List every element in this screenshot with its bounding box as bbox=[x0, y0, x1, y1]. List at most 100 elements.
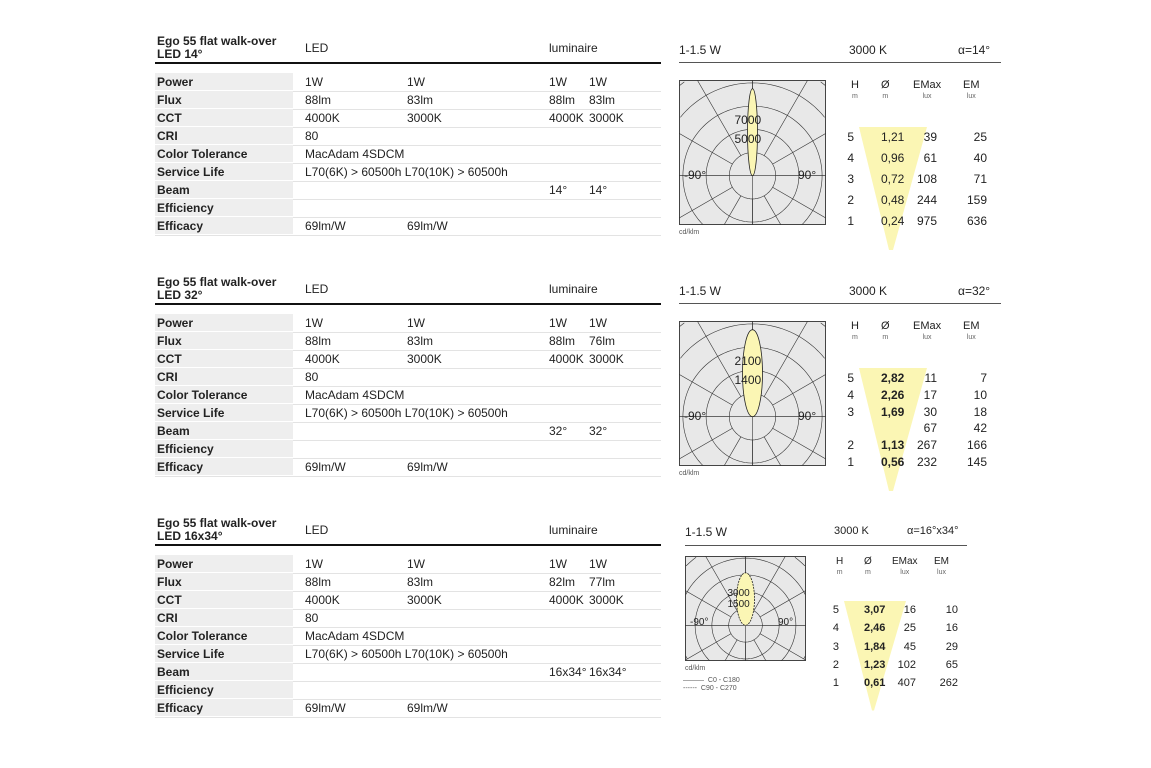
spec-value: 3000K bbox=[407, 111, 442, 125]
table-cell: 0,48 bbox=[881, 193, 905, 207]
grid-ray bbox=[724, 639, 738, 661]
beam-angle: α=14° bbox=[958, 43, 991, 57]
luminaire-column-header: luminaire bbox=[549, 41, 598, 55]
spec-label: Efficiency bbox=[155, 199, 293, 216]
divider bbox=[155, 62, 661, 64]
spec-value: MacAdam 4SDCM bbox=[305, 388, 405, 402]
spec-value: 69lm/W bbox=[407, 219, 448, 233]
spec-row: Efficacy 69lm/W 69lm/W bbox=[155, 458, 661, 477]
spec-value: 83lm bbox=[407, 93, 434, 107]
polar-value: 1400 bbox=[734, 373, 762, 388]
grid-circle bbox=[801, 416, 823, 466]
spec-value: 69lm/W bbox=[305, 701, 346, 715]
spec-row: CRI 80 bbox=[155, 127, 661, 146]
spec-value: 69lm/W bbox=[407, 701, 448, 715]
spec-value: 1W bbox=[305, 316, 323, 330]
spec-row: Beam 16x34° 16x34° bbox=[155, 663, 661, 682]
table-cell: 3 bbox=[832, 640, 839, 653]
table-cell: 10 bbox=[945, 604, 958, 616]
grid-circle bbox=[694, 574, 797, 661]
polar-value: 1500 bbox=[727, 599, 750, 611]
table-cell: 102 bbox=[897, 658, 916, 671]
table-cell: 3 bbox=[847, 404, 854, 419]
spec-value: L70(6K) > 60500h L70(10K) > 60500h bbox=[305, 165, 508, 179]
luminaire-column-header: luminaire bbox=[549, 523, 598, 537]
polar-value: 2100 bbox=[734, 354, 762, 369]
table-cell: 4 bbox=[847, 151, 854, 165]
table-header: EMax lux bbox=[913, 320, 942, 342]
unit-label: cd/klm bbox=[679, 470, 700, 477]
grid-ray bbox=[772, 428, 826, 460]
table-cell: 1,69 bbox=[881, 404, 905, 419]
spec-row: Service Life L70(6K) > 60500h L70(10K) > … bbox=[155, 404, 661, 423]
table-cell: 0,56 bbox=[881, 455, 905, 469]
table-cell: 25 bbox=[973, 130, 987, 144]
spec-row: Color Tolerance MacAdam 4SDCM bbox=[155, 145, 661, 164]
spec-row: CRI 80 bbox=[155, 368, 661, 387]
product-title: Ego 55 flat walk-over LED 32° bbox=[157, 275, 277, 302]
table-cell: 166 bbox=[966, 438, 987, 453]
table-cell: 45 bbox=[903, 640, 916, 653]
grid-circle bbox=[794, 557, 806, 567]
table-cell: 39 bbox=[923, 130, 937, 144]
table-cell: 0,24 bbox=[881, 214, 905, 228]
spec-value: 32° bbox=[549, 424, 568, 438]
spec-value: 88lm bbox=[305, 334, 332, 348]
spec-value: 88lm bbox=[305, 93, 332, 107]
spec-row: Efficiency bbox=[155, 199, 661, 218]
spec-value: 4000K bbox=[549, 593, 584, 607]
table-cell: 1,13 bbox=[881, 438, 905, 453]
spec-row: Flux 88lm 83lm 88lm 83lm bbox=[155, 91, 661, 110]
grid-ray bbox=[772, 187, 826, 219]
grid-circle bbox=[820, 81, 826, 86]
grid-ray bbox=[753, 556, 786, 611]
spec-label: Flux bbox=[155, 573, 293, 590]
spec-value: 1W bbox=[305, 557, 323, 571]
table-cell: 16 bbox=[945, 622, 958, 635]
spec-value: 4000K bbox=[305, 593, 340, 607]
grid-ray bbox=[679, 133, 733, 165]
spec-row: Beam 14° 14° bbox=[155, 181, 661, 200]
grid-ray bbox=[705, 556, 738, 611]
grid-ray bbox=[763, 436, 782, 466]
beam-angle: α=16°x34° bbox=[907, 525, 959, 537]
spec-value: 80 bbox=[305, 611, 319, 625]
table-cell: 42 bbox=[973, 421, 987, 436]
spec-row: Service Life L70(6K) > 60500h L70(10K) > … bbox=[155, 163, 661, 182]
spec-value: 1W bbox=[549, 75, 567, 89]
power-range: 1-1.5 W bbox=[679, 284, 722, 298]
spec-row: Flux 88lm 83lm 88lm 76lm bbox=[155, 332, 661, 351]
beam-cone bbox=[859, 368, 927, 491]
spec-value: 3000K bbox=[407, 593, 442, 607]
table-cell: 1,84 bbox=[864, 640, 886, 653]
spec-row: CCT 4000K 3000K 4000K 3000K bbox=[155, 350, 661, 369]
spec-value: 83lm bbox=[407, 334, 434, 348]
beam-cone bbox=[844, 601, 906, 711]
table-cell: 267 bbox=[916, 438, 937, 453]
spec-value: 69lm/W bbox=[305, 460, 346, 474]
spec-label: Power bbox=[155, 314, 293, 331]
spec-value: 3000K bbox=[589, 111, 624, 125]
spec-value: 69lm/W bbox=[407, 460, 448, 474]
polar-value: 3000 bbox=[727, 587, 750, 599]
spec-row: Efficiency bbox=[155, 440, 661, 459]
spec-value: 3000K bbox=[589, 593, 624, 607]
spec-value: 14° bbox=[589, 183, 608, 197]
angle-label: 90° bbox=[798, 167, 817, 182]
grid-circle bbox=[679, 81, 685, 86]
product-title: Ego 55 flat walk-over LED 14° bbox=[157, 34, 277, 61]
spec-value: 1W bbox=[549, 557, 567, 571]
table-cell: 11 bbox=[924, 371, 937, 385]
spec-row: Efficacy 69lm/W 69lm/W bbox=[155, 217, 661, 236]
beam-curve bbox=[742, 329, 763, 418]
spec-label: Efficacy bbox=[155, 699, 293, 716]
table-cell: 636 bbox=[966, 214, 987, 228]
spec-label: Service Life bbox=[155, 163, 293, 180]
divider bbox=[155, 544, 661, 546]
spec-label: Beam bbox=[155, 663, 293, 680]
spec-row: CRI 80 bbox=[155, 609, 661, 628]
luminaire-column-header: luminaire bbox=[549, 282, 598, 296]
